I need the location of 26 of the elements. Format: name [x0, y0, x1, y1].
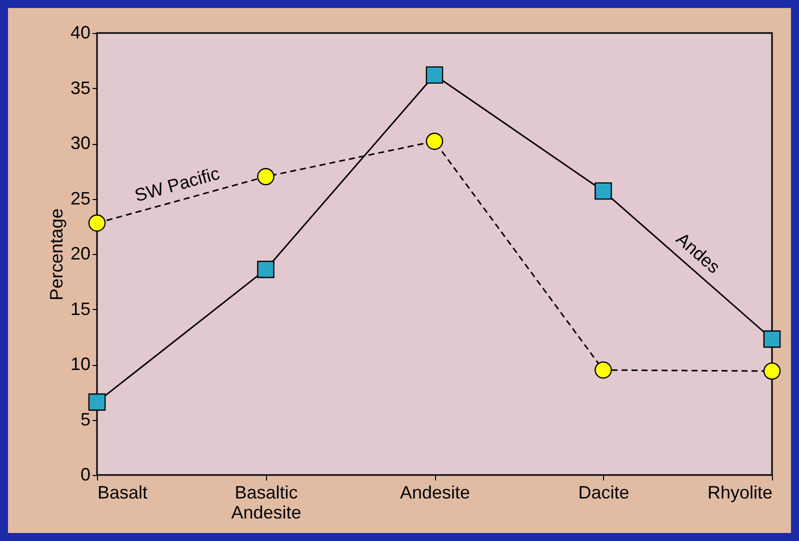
- x-tick-label: Andesite: [400, 482, 470, 502]
- y-tick-label: 25: [70, 188, 90, 208]
- x-tick-label: Rhyolite: [707, 482, 772, 502]
- point: [257, 168, 274, 186]
- y-tick-label: 30: [70, 133, 90, 153]
- point: [763, 330, 781, 348]
- y-tick-label: 35: [70, 78, 90, 98]
- y-tick-label: 5: [80, 409, 90, 430]
- point: [594, 361, 612, 379]
- point: [257, 260, 274, 278]
- x-tick-label: Dacite: [578, 482, 630, 502]
- point: [426, 66, 444, 84]
- x-tick-label: Basalt: [98, 482, 148, 502]
- y-tick-label: 15: [70, 298, 90, 319]
- point: [763, 362, 781, 380]
- point: [88, 214, 106, 232]
- y-tick-label: 0: [80, 464, 90, 484]
- y-tick-label: 20: [70, 244, 90, 264]
- point: [594, 182, 612, 200]
- point: [88, 393, 106, 411]
- x-tick-label: Basaltic Andesite: [231, 482, 302, 522]
- y-tick-label: 10: [70, 354, 90, 374]
- y-tick-label: 40: [70, 22, 90, 42]
- text: SW Pacific: [132, 163, 222, 206]
- point: [426, 132, 444, 150]
- y-axis-title: Percentage: [46, 208, 66, 301]
